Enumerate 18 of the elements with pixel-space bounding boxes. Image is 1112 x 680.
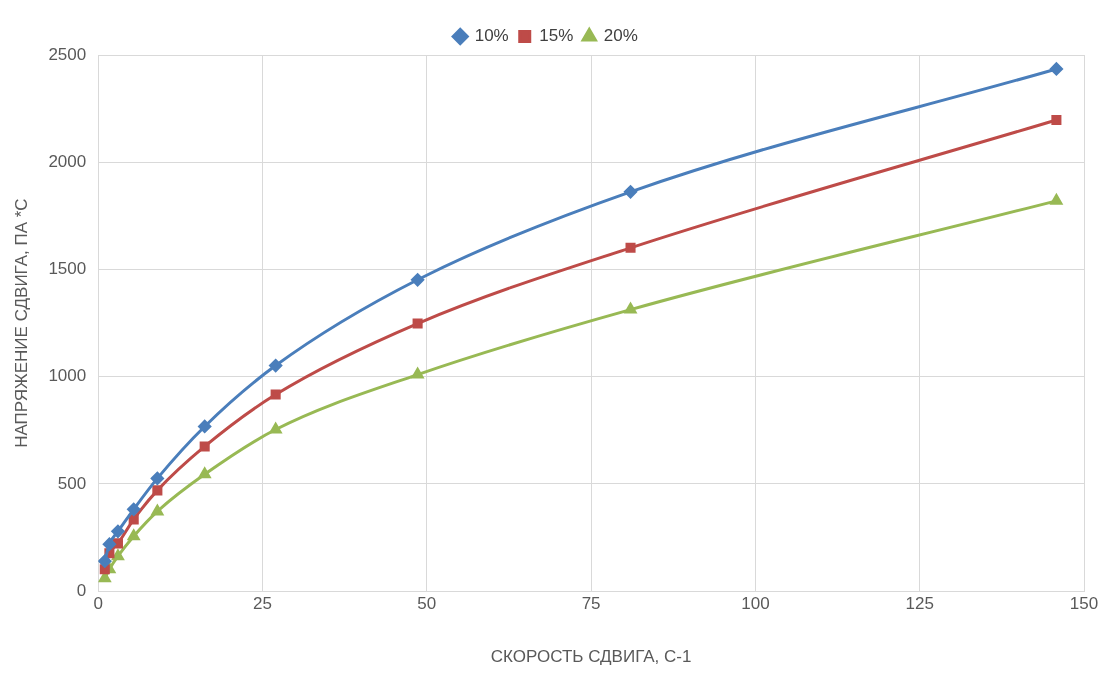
legend-label: 10% [474, 26, 509, 46]
x-tick-label: 125 [905, 594, 934, 614]
x-tick-label: 75 [581, 594, 601, 614]
x-tick-label: 0 [93, 594, 103, 614]
x-tick-label: 100 [741, 594, 770, 614]
y-tick-label: 0 [76, 580, 87, 600]
y-tick-label: 1500 [48, 259, 87, 279]
legend-label: 20% [603, 26, 638, 46]
y-tick-label: 500 [57, 473, 87, 493]
y-tick-label: 1000 [48, 366, 87, 386]
y-tick-label: 2500 [48, 44, 87, 64]
x-axis-title: СКОРОСТЬ СДВИГА, С-1 [490, 647, 692, 667]
x-tick-label: 150 [1069, 594, 1099, 614]
legend-label: 15% [539, 26, 574, 46]
x-tick-label: 25 [253, 594, 272, 614]
x-tick-label: 50 [417, 594, 437, 614]
y-tick-label: 2000 [48, 151, 87, 171]
y-axis-title: НАПРЯЖЕНИЕ СДВИГА, ПА *С [11, 198, 31, 448]
